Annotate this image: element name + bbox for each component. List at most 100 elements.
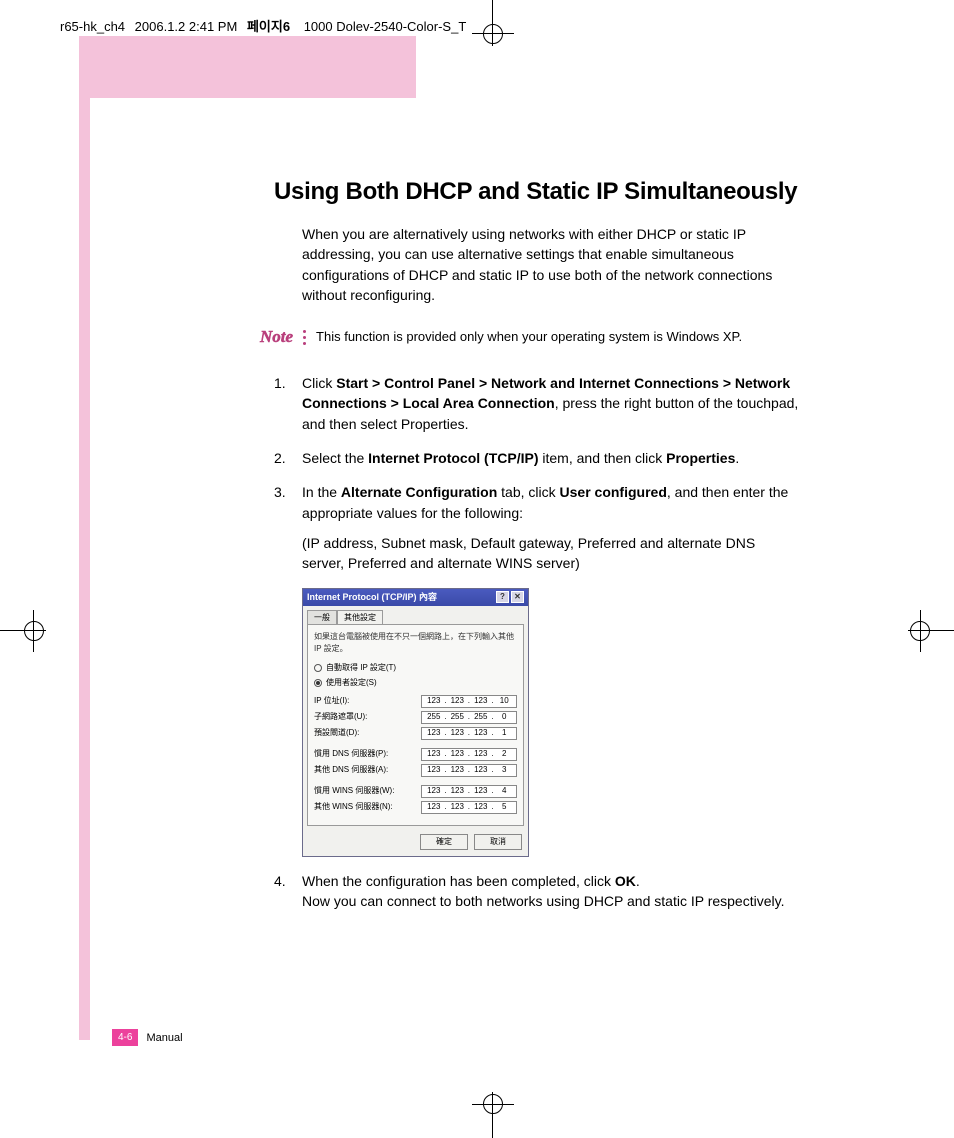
ip-octet: 3 — [493, 764, 517, 776]
page-title: Using Both DHCP and Static IP Simultaneo… — [274, 178, 800, 206]
ip-input[interactable]: 1231231235 — [421, 801, 517, 814]
ip-octet: 255 — [469, 711, 493, 723]
step-3-sub: (IP address, Subnet mask, Default gatewa… — [302, 533, 800, 574]
step-3: In the Alternate Configuration tab, clic… — [274, 482, 800, 856]
ip-octet: 123 — [469, 748, 493, 760]
note-dots-icon — [303, 330, 306, 345]
ip-octet: 0 — [493, 711, 517, 723]
tab-alternate[interactable]: 其他設定 — [337, 610, 383, 625]
ip-input[interactable]: 1231231231 — [421, 727, 517, 740]
step-2-c: item, and then click — [539, 450, 667, 466]
ip-octet: 123 — [469, 801, 493, 813]
dialog-titlebar: Internet Protocol (TCP/IP) 內容 ? ✕ — [303, 589, 528, 606]
page-footer: 4-6 Manual — [112, 1029, 183, 1046]
cancel-button[interactable]: 取消 — [474, 834, 522, 850]
note-text: This function is provided only when your… — [316, 327, 742, 344]
dialog-buttons: 確定 取消 — [303, 830, 528, 856]
step-4-b: OK — [615, 873, 636, 889]
help-button[interactable]: ? — [496, 591, 509, 603]
ip-row: 預設閘道(D):1231231231 — [314, 727, 517, 740]
step-4: When the configuration has been complete… — [274, 871, 800, 912]
crop-mark-top — [472, 0, 514, 44]
intro-paragraph: When you are alternatively using network… — [302, 224, 800, 305]
ip-input[interactable]: 1231231234 — [421, 785, 517, 798]
ip-octet: 2 — [493, 748, 517, 760]
ip-octet: 123 — [422, 801, 446, 813]
ip-octet: 123 — [446, 785, 470, 797]
radio-user[interactable]: 使用者設定(S) — [314, 677, 517, 689]
page-content: Using Both DHCP and Static IP Simultaneo… — [274, 178, 800, 925]
step-3-d: User configured — [560, 484, 667, 500]
steps-list: Click Start > Control Panel > Network an… — [274, 373, 800, 911]
step-1-text-a: Click — [302, 375, 336, 391]
dialog-desc: 如果這台電腦被使用在不只一個網路上，在下列輸入其他 IP 設定。 — [314, 631, 517, 654]
step-2-a: Select the — [302, 450, 368, 466]
note-label: Note — [260, 327, 293, 347]
dialog-tabs: 一般 其他設定 — [303, 606, 528, 625]
ip-octet: 255 — [422, 711, 446, 723]
ip-octet: 123 — [469, 764, 493, 776]
step-1: Click Start > Control Panel > Network an… — [274, 373, 800, 434]
ip-row: IP 位址(I):12312312310 — [314, 695, 517, 708]
ip-octet: 123 — [422, 764, 446, 776]
ip-row-label: 子網路遮罩(U): — [314, 711, 421, 723]
ip-row: 子網路遮罩(U):2552552550 — [314, 711, 517, 724]
ip-row: 慣用 DNS 伺服器(P):1231231232 — [314, 748, 517, 761]
radio-auto-label: 自動取得 IP 設定(T) — [326, 662, 396, 674]
ip-octet: 123 — [446, 764, 470, 776]
ip-row-label: 其他 WINS 伺服器(N): — [314, 801, 421, 813]
page-number-badge: 4-6 — [112, 1029, 138, 1046]
ip-octet: 123 — [446, 748, 470, 760]
ip-input[interactable]: 1231231232 — [421, 748, 517, 761]
step-2-b: Internet Protocol (TCP/IP) — [368, 450, 538, 466]
step-3-c: tab, click — [497, 484, 559, 500]
header-date: 2006.1.2 2:41 PM — [135, 19, 238, 34]
crop-mark-right — [910, 610, 954, 652]
ip-octet: 123 — [422, 695, 446, 707]
ip-octet: 123 — [469, 785, 493, 797]
step-3-b: Alternate Configuration — [341, 484, 497, 500]
header-printer: 1000 Dolev-2540-Color-S_T — [304, 19, 467, 34]
ip-octet: 10 — [493, 695, 517, 707]
tab-general[interactable]: 一般 — [307, 610, 337, 625]
dialog-title-text: Internet Protocol (TCP/IP) 內容 — [307, 591, 437, 604]
ip-octet: 123 — [422, 785, 446, 797]
close-button[interactable]: ✕ — [511, 591, 524, 603]
ip-row: 慣用 WINS 伺服器(W):1231231234 — [314, 785, 517, 798]
ip-octet: 255 — [446, 711, 470, 723]
ip-octet: 123 — [446, 695, 470, 707]
ip-octet: 123 — [422, 748, 446, 760]
footer-label: Manual — [146, 1032, 182, 1044]
header-page: 페이지6 — [247, 19, 290, 34]
ip-octet: 4 — [493, 785, 517, 797]
ip-row-label: IP 位址(I): — [314, 695, 421, 707]
ip-row-label: 慣用 WINS 伺服器(W): — [314, 785, 421, 797]
ip-input[interactable]: 1231231233 — [421, 764, 517, 777]
step-2-d: Properties — [666, 450, 735, 466]
ip-octet: 123 — [469, 695, 493, 707]
step-2-e: . — [735, 450, 739, 466]
radio-user-label: 使用者設定(S) — [326, 677, 377, 689]
ok-button[interactable]: 確定 — [420, 834, 468, 850]
ip-input[interactable]: 12312312310 — [421, 695, 517, 708]
ip-row-label: 慣用 DNS 伺服器(P): — [314, 748, 421, 760]
dialog-fields: IP 位址(I):12312312310子網路遮罩(U):2552552550預… — [314, 695, 517, 814]
ip-octet: 123 — [446, 727, 470, 739]
ip-octet: 123 — [446, 801, 470, 813]
ip-input[interactable]: 2552552550 — [421, 711, 517, 724]
crop-mark-left — [0, 610, 44, 652]
ip-octet: 123 — [422, 727, 446, 739]
tcpip-dialog: Internet Protocol (TCP/IP) 內容 ? ✕ 一般 其他設… — [302, 588, 529, 857]
pink-header-bar — [79, 36, 416, 98]
ip-octet: 5 — [493, 801, 517, 813]
crop-mark-bottom — [472, 1094, 514, 1138]
dialog-body: 如果這台電腦被使用在不只一個網路上，在下列輸入其他 IP 設定。 自動取得 IP… — [307, 624, 524, 825]
ip-octet: 123 — [469, 727, 493, 739]
pink-sidebar — [79, 36, 90, 1040]
step-2: Select the Internet Protocol (TCP/IP) it… — [274, 448, 800, 468]
step-4-a: When the configuration has been complete… — [302, 873, 615, 889]
ip-octet: 1 — [493, 727, 517, 739]
radio-auto[interactable]: 自動取得 IP 設定(T) — [314, 662, 517, 674]
print-header: r65-hk_ch4 2006.1.2 2:41 PM 페이지6 1000 Do… — [60, 16, 466, 35]
step-4-c: . — [636, 873, 640, 889]
